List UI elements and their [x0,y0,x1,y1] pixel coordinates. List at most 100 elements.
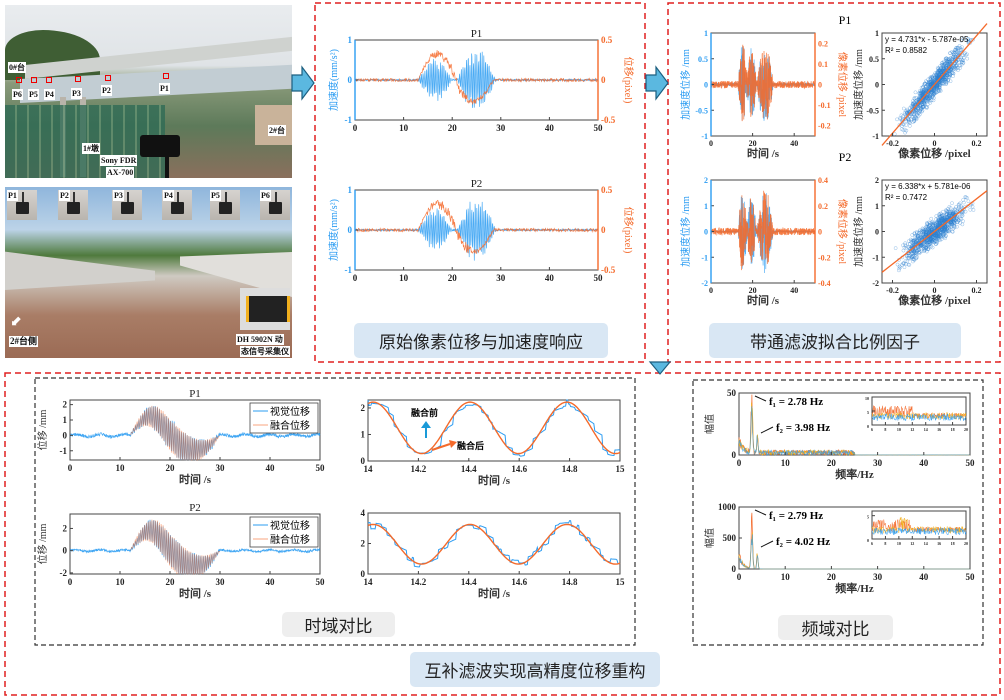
scatter-point [962,205,967,210]
scatter-point [920,102,925,107]
scatter-point [923,229,928,233]
scatter-point [936,88,941,92]
scatter-point [928,89,932,93]
scatter-point [935,66,940,70]
scatter-point [928,234,932,239]
scatter-point [923,96,928,101]
scatter-point [907,256,912,261]
scatter-point [922,94,927,99]
legend-label-fused: 融合位移 [270,419,310,432]
scatter-point [940,81,945,86]
y-tick-label: -2 [872,279,879,288]
scatter-point [943,65,948,70]
scatter-point [933,240,938,244]
scatter-point [945,216,949,221]
scatter-point [956,68,960,72]
scatter-point [950,49,954,54]
scatter-point [912,101,917,105]
scatter-point [899,127,904,131]
scatter-point [943,234,948,239]
scatter-point [930,228,934,233]
scatter-point [966,36,971,41]
scatter-point [910,255,914,260]
scatter-point [913,256,918,261]
scatter-point [922,230,927,234]
scatter-point [921,85,925,89]
scatter-point [953,48,957,52]
scatter-point [939,234,943,239]
scatter-point [912,258,917,262]
scatter-point [934,71,939,76]
arrow-right-head [449,440,457,448]
y-tick-label: 0.5 [698,55,708,64]
scatter-point [922,101,927,106]
scatter-point [917,241,922,245]
scatter-point [912,118,917,123]
scatter-point [943,68,948,72]
scatter-point [923,239,928,244]
scatter-point [952,50,957,54]
scatter-point [939,71,944,76]
x-tick-label: 14.8 [562,577,578,587]
scatter-point [922,244,927,249]
y-axis-label: 加速度位移 /mm [852,49,865,120]
x-tick-label: 20 [749,286,757,295]
scatter-point [925,92,930,96]
scatter-point [930,238,935,243]
scatter-point [926,81,931,85]
scatter-point [937,222,942,227]
scatter-point [941,62,946,67]
scatter-point [923,96,928,101]
scatter-point [953,57,957,61]
scatter-point [947,69,952,73]
scatter-point [932,231,936,236]
scatter-point [949,220,953,224]
scatter-point [902,245,907,250]
scatter-point [923,232,928,237]
scatter-point [911,102,916,107]
x-tick-label: 50 [316,577,326,587]
scatter-point [932,88,936,93]
scatter-point [957,55,961,60]
scatter-point [926,235,930,240]
scatter-point [916,234,920,239]
scatter-point [921,90,926,94]
scatter-point [905,110,909,115]
scatter-point [932,229,937,233]
scatter-point [947,64,952,69]
scatter-point [930,82,935,87]
scatter-point [944,220,948,224]
scatter-point [927,240,931,244]
scatter-point [940,218,945,222]
x-tick-label: 0 [933,286,937,295]
scatter-point [947,65,952,70]
scatter-point [936,70,941,74]
scatter-point [918,103,923,107]
scatter-point [955,224,959,229]
scatter-point [954,211,959,216]
scatter-point [956,58,960,62]
scatter-point [915,97,920,102]
scatter-point [901,261,906,266]
scatter-point [924,230,929,235]
scatter-point [925,229,930,233]
scatter-point [956,46,960,51]
scatter-point [912,105,917,109]
scatter-point [943,68,948,73]
scatter-point [959,205,964,210]
scatter-point [919,91,924,96]
scatter-point [950,213,955,217]
y-tick-label: -1 [872,132,879,141]
scatter-point [902,127,907,132]
scatter-point [912,111,917,116]
scatter-point [905,259,910,264]
scatter-point [914,237,919,242]
scatter-point [941,63,946,67]
scatter-point [942,232,946,237]
scatter-point [934,225,939,229]
scatter-point [930,234,935,238]
scatter-point [920,94,925,98]
scatter-point [926,80,931,84]
y-axis-label: 加速度(mm/s²) [327,49,340,111]
y2-tick-label: 0 [601,75,606,85]
